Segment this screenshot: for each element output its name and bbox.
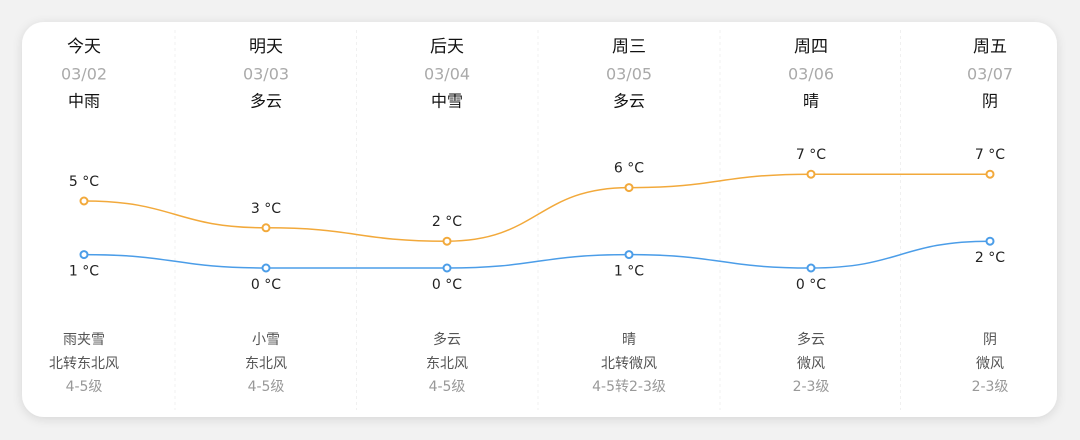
temperature-label: 1 °C [614,264,644,280]
wind-direction: 东北风 [245,356,287,372]
date: 03/02 [61,65,107,84]
day-weather: 中雪 [431,92,463,111]
temperature-label: 2 °C [975,250,1005,266]
temperature-point [624,250,634,260]
temperature-label: 0 °C [796,277,826,293]
temperature-label: 5 °C [69,174,99,190]
day-weather: 多云 [250,92,282,111]
date: 03/05 [606,65,652,84]
temperature-label: 2 °C [432,214,462,230]
temperature-point [985,169,995,179]
day-name: 后天 [430,37,464,57]
day-name: 周五 [973,37,1007,57]
night-weather: 多云 [433,331,461,348]
night-weather: 雨夹雪 [63,332,105,348]
day-name: 周三 [612,37,646,57]
temperature-point [806,263,816,273]
temperature-point [261,223,271,233]
wind-level: 4-5级 [429,379,466,395]
wind-direction: 微风 [976,356,1004,372]
temperature-label: 7 °C [796,147,826,163]
night-weather: 多云 [797,331,825,348]
day-name: 今天 [67,37,101,57]
date: 03/04 [424,65,470,84]
temperature-label: 0 °C [251,277,281,293]
card [22,22,1057,417]
wind-level: 2-3级 [972,379,1009,395]
wind-level: 4-5转2-3级 [592,379,666,395]
day-weather: 晴 [803,92,819,111]
temperature-line [83,240,991,269]
wind-direction: 东北风 [426,356,468,372]
temperature-label: 0 °C [432,277,462,293]
wind-level: 4-5级 [66,379,103,395]
temperature-line [83,173,990,242]
temperature-point [806,169,816,179]
day-name: 周四 [794,37,828,57]
wind-direction: 北转微风 [601,356,657,372]
wind-direction: 微风 [797,356,825,372]
date: 03/07 [967,65,1013,84]
temperature-point [261,263,271,273]
wind-direction: 北转东北风 [49,356,119,372]
temperature-point [442,236,452,246]
night-weather: 晴 [622,332,636,348]
day-weather: 中雨 [68,92,100,111]
night-weather: 阴 [983,332,997,348]
temperature-label: 3 °C [251,201,281,217]
temperature-point [985,236,995,246]
temperature-point [79,250,89,260]
temperature-label: 7 °C [975,147,1005,163]
day-weather: 阴 [982,92,998,111]
day-weather: 多云 [613,92,645,111]
temperature-label: 1 °C [69,264,99,280]
wind-level: 4-5级 [248,379,285,395]
temperature-point [624,183,634,193]
date: 03/03 [243,65,289,84]
wind-level: 2-3级 [793,379,830,395]
temperature-point [442,263,452,273]
temperature-point [79,196,89,206]
temperature-label: 6 °C [614,161,644,177]
day-name: 明天 [249,37,283,57]
date: 03/06 [788,65,834,84]
night-weather: 小雪 [252,332,280,348]
